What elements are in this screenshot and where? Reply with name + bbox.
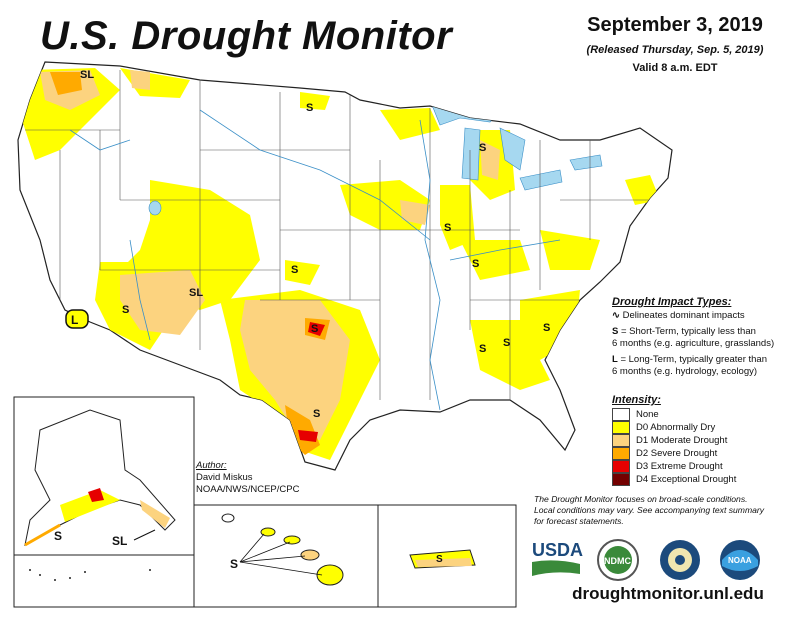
alaska-d2 xyxy=(24,523,61,547)
short-term-text2: 6 months (e.g. agriculture, grasslands) xyxy=(612,338,775,349)
intensity-item: D0 Abnormally Dry xyxy=(612,421,798,434)
intensity-item: None xyxy=(612,408,798,421)
label-tx-s: S xyxy=(313,408,320,420)
svg-text:NDMC: NDMC xyxy=(604,556,631,566)
intensity-item: D1 Moderate Drought xyxy=(612,434,798,447)
hawaii-inset xyxy=(193,504,379,608)
swatch-d0 xyxy=(612,421,630,434)
label-ga-s2: S xyxy=(503,337,510,349)
label-ak-sl: SL xyxy=(112,534,127,548)
pr-d1 xyxy=(415,558,472,567)
label-ga-s1: S xyxy=(479,343,486,355)
valid-time: Valid 8 a.m. EDT xyxy=(632,62,718,74)
map-title: U.S. Drought Monitor xyxy=(40,14,453,58)
d3-areas xyxy=(298,322,325,442)
impact-legend-heading: Drought Impact Types: xyxy=(612,296,732,308)
author-block: Author: David Miskus NOAA/NWS/NCEP/CPC xyxy=(196,460,299,496)
label-il-s: S xyxy=(444,222,451,234)
author-label: Author: xyxy=(196,460,227,471)
delineate-text: Delineates dominant impacts xyxy=(622,310,745,321)
svg-text:NOAA: NOAA xyxy=(728,556,752,565)
swatch-d1 xyxy=(612,434,630,447)
intensity-legend-heading: Intensity: xyxy=(612,394,661,406)
alaska-d3 xyxy=(88,488,104,502)
alaska-d0 xyxy=(60,490,120,522)
long-term-code: L xyxy=(612,354,618,365)
label-sc-s: S xyxy=(543,322,550,334)
intensity-item: D4 Exceptional Drought xyxy=(612,473,798,486)
short-term-text: = Short-Term, typically less than xyxy=(618,326,756,337)
ndmc-logo: NDMC xyxy=(597,539,639,581)
label-az-s: S xyxy=(122,304,129,316)
intensity-legend: Intensity: None D0 Abnormally Dry D1 Mod… xyxy=(612,394,798,486)
usda-logo: USDA xyxy=(532,540,583,576)
swatch-d3 xyxy=(612,460,630,473)
swatch-d4 xyxy=(612,473,630,486)
rivers xyxy=(69,109,561,411)
alaska-d1 xyxy=(140,500,170,528)
disclaimer: The Drought Monitor focuses on broad-sca… xyxy=(534,494,765,526)
release-date: (Released Thursday, Sep. 5, 2019) xyxy=(586,44,764,56)
label-ok-s: S xyxy=(311,323,318,335)
swatch-none xyxy=(612,408,630,421)
ca-l-marker xyxy=(65,309,89,329)
label-in-s: S xyxy=(472,258,479,270)
label-mi-s: S xyxy=(479,142,486,154)
author-org: NOAA/NWS/NCEP/CPC xyxy=(196,484,300,495)
author-name: David Miskus xyxy=(196,472,253,483)
label-mt-s: S xyxy=(306,102,313,114)
label-wa-sl: SL xyxy=(80,69,94,81)
label-hi-s: S xyxy=(230,557,238,571)
commerce-logo xyxy=(660,540,700,580)
long-term-text: = Long-Term, typically greater than xyxy=(617,354,767,365)
intensity-item: D2 Severe Drought xyxy=(612,447,798,460)
map-date: September 3, 2019 xyxy=(587,14,763,36)
hawaii-islands xyxy=(221,513,344,586)
svg-text:USDA: USDA xyxy=(532,540,583,560)
website-link[interactable]: droughtmonitor.unl.edu xyxy=(572,584,764,603)
delineate-icon: ∿ xyxy=(612,310,620,321)
label-ak-s: S xyxy=(54,529,62,543)
label-ne-s: S xyxy=(291,264,298,276)
short-term-code: S xyxy=(612,326,619,337)
state-boundaries xyxy=(25,70,650,400)
label-ca-l: L xyxy=(71,313,78,327)
label-pr-s: S xyxy=(436,554,443,565)
long-term-text2: 6 months (e.g. hydrology, ecology) xyxy=(612,366,758,377)
swatch-d2 xyxy=(612,447,630,460)
intensity-item: D3 Extreme Drought xyxy=(612,460,798,473)
impact-legend: Drought Impact Types: ∿ Delineates domin… xyxy=(612,296,798,378)
noaa-logo: NOAA xyxy=(720,540,760,580)
aleutian-islands xyxy=(29,569,151,581)
label-nm-sl: SL xyxy=(189,287,203,299)
